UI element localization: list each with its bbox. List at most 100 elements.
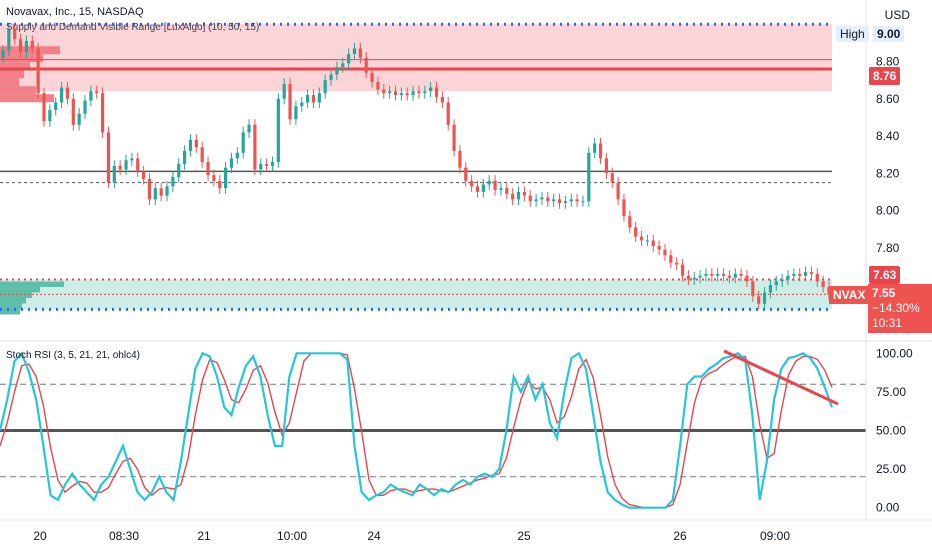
candle-body[interactable] [710,273,714,276]
candle[interactable] [159,182,163,202]
candle[interactable] [259,158,263,176]
candle-body[interactable] [229,158,234,168]
candle-body[interactable] [130,158,134,161]
candle-body[interactable] [323,80,327,94]
candle[interactable] [458,145,462,174]
candle[interactable] [522,186,526,202]
candle-body[interactable] [405,93,409,96]
indicator-legend[interactable]: Supply and Demand Visible Range [LuxAlgo… [6,22,260,33]
candle[interactable] [739,268,743,282]
candle[interactable] [680,259,685,282]
candle[interactable] [505,182,509,200]
candle-body[interactable] [194,139,198,148]
candle[interactable] [745,270,749,287]
candle-body[interactable] [528,195,532,202]
candle-body[interactable] [534,199,538,202]
candle-body[interactable] [224,167,228,189]
candle[interactable] [48,104,52,127]
candle-body[interactable] [136,158,140,172]
candle[interactable] [18,33,23,58]
candle[interactable] [792,268,796,282]
candle[interactable] [563,195,567,209]
candle-body[interactable] [639,236,644,241]
candle[interactable] [757,290,761,310]
rsi-tick-label[interactable]: 25.00 [876,462,906,476]
candle[interactable] [464,162,468,187]
candle[interactable] [669,249,673,269]
candle[interactable] [499,182,503,196]
stoch-rsi-k-line[interactable] [0,351,834,509]
candle[interactable] [83,95,87,120]
candle[interactable] [7,24,11,56]
candle[interactable] [388,85,392,99]
candle[interactable] [89,85,93,107]
candle-body[interactable] [663,249,667,256]
candle[interactable] [100,87,105,138]
candle[interactable] [657,240,661,256]
candle-body[interactable] [235,152,239,159]
candle-body[interactable] [540,197,544,200]
price-tick-label[interactable]: 8.60 [876,92,900,106]
candle-body[interactable] [270,162,275,166]
candle[interactable] [815,268,819,287]
candle[interactable] [347,48,351,69]
candle-body[interactable] [206,162,210,176]
candle-body[interactable] [575,199,579,202]
candle[interactable] [698,270,702,284]
candle[interactable] [247,119,251,138]
candle[interactable] [200,141,204,168]
candle[interactable] [265,158,269,172]
candle-body[interactable] [30,40,34,49]
candle[interactable] [224,162,228,194]
candle-body[interactable] [370,72,374,82]
candle-body[interactable] [481,184,485,192]
candle[interactable] [42,87,46,127]
candle-body[interactable] [569,199,573,202]
candle-body[interactable] [171,177,175,187]
candle-body[interactable] [464,167,468,181]
price-tick-label[interactable]: 7.80 [876,241,900,255]
time-axis-label[interactable]: 21 [197,529,211,543]
candle-body[interactable] [762,292,767,304]
candle[interactable] [727,270,732,284]
candle[interactable] [171,171,175,192]
candle[interactable] [798,268,802,282]
candle-body[interactable] [329,74,333,81]
candle-body[interactable] [511,193,515,200]
candle[interactable] [645,234,649,246]
candle-body[interactable] [411,91,415,96]
candle[interactable] [598,137,603,164]
candle[interactable] [634,221,638,243]
candle[interactable] [616,177,620,205]
candle[interactable] [1,44,5,64]
candle-body[interactable] [651,240,655,246]
candle[interactable] [411,85,415,101]
time-axis-label[interactable]: 09:00 [760,529,790,543]
candle-body[interactable] [487,180,491,185]
candle[interactable] [534,193,538,207]
rsi-axis[interactable]: 100.00 75.00 50.00 25.00 0.00 [876,346,913,514]
candle-body[interactable] [352,48,357,55]
candle-body[interactable] [265,163,269,166]
rsi-tick-label[interactable]: 50.00 [876,424,906,438]
candle[interactable] [768,279,773,299]
candle[interactable] [335,61,339,81]
candle-body[interactable] [42,93,46,122]
symbol-price-tag[interactable]: NVAX [829,286,870,304]
candle-body[interactable] [634,227,638,237]
stoch-rsi-layer[interactable] [0,349,866,509]
candle[interactable] [710,268,714,282]
candle[interactable] [692,272,696,286]
candle[interactable] [206,156,210,181]
candle[interactable] [288,78,292,125]
candle-body[interactable] [364,57,368,73]
candle-body[interactable] [7,29,11,51]
candle-body[interactable] [376,81,380,90]
trendline-drawing[interactable] [723,349,839,406]
candle-body[interactable] [446,102,450,125]
candle-body[interactable] [815,273,819,282]
candle[interactable] [282,78,286,105]
candle[interactable] [587,147,591,207]
